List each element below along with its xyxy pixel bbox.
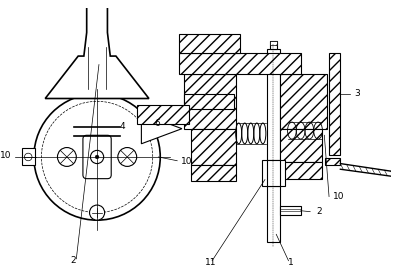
Text: 10: 10 [0, 151, 11, 160]
Circle shape [89, 205, 104, 220]
Circle shape [95, 155, 99, 159]
Bar [269, 41, 276, 45]
Text: 10: 10 [180, 157, 192, 166]
Text: 6: 6 [154, 120, 160, 129]
Bar [191, 129, 235, 165]
Bar [279, 206, 300, 215]
Polygon shape [141, 114, 182, 144]
Text: 2: 2 [70, 256, 76, 265]
Bar [279, 129, 321, 162]
Text: 3: 3 [354, 90, 360, 99]
Bar [269, 41, 276, 48]
Text: 4: 4 [119, 122, 125, 131]
FancyBboxPatch shape [83, 135, 111, 179]
Bar [22, 148, 35, 165]
Text: 2: 2 [316, 207, 321, 216]
Circle shape [117, 148, 136, 166]
Text: 11: 11 [204, 258, 216, 267]
Polygon shape [45, 0, 148, 99]
Bar [183, 94, 233, 109]
Bar [261, 160, 284, 186]
Bar [279, 162, 321, 179]
Circle shape [57, 148, 76, 166]
Text: 9: 9 [407, 191, 409, 200]
Bar [179, 53, 300, 74]
Bar [183, 74, 235, 129]
Bar [324, 158, 339, 165]
Text: 1: 1 [287, 258, 292, 267]
Text: 10: 10 [332, 192, 344, 201]
Bar [136, 105, 188, 124]
Bar [279, 74, 326, 129]
Circle shape [34, 94, 160, 220]
Bar [328, 53, 339, 155]
Bar [266, 160, 279, 186]
Bar [179, 34, 240, 53]
Bar [191, 165, 235, 181]
Bar [266, 48, 279, 242]
